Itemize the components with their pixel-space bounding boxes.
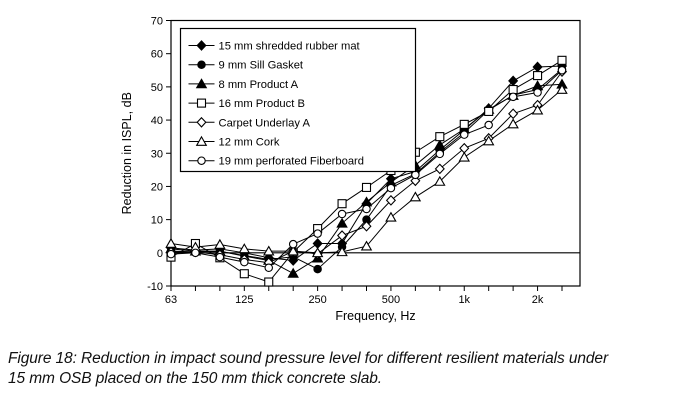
data-point-19-mm-perforated-fiberboard xyxy=(411,170,420,180)
data-point-19-mm-perforated-fiberboard xyxy=(313,229,322,238)
data-point-carpet-underlay-a xyxy=(410,175,421,187)
data-point-12-mm-cork xyxy=(531,104,544,115)
data-point-19-mm-perforated-fiberboard xyxy=(240,257,249,267)
legend-marker-9-mm-sill-gasket xyxy=(197,60,206,69)
caption-line-1: Figure 18: Reduction in impact sound pre… xyxy=(8,350,609,367)
data-point-carpet-underlay-a xyxy=(459,142,470,154)
data-point-12-mm-cork xyxy=(311,247,324,258)
data-point-12-mm-cork xyxy=(556,83,568,94)
data-point-carpet-underlay-a xyxy=(385,194,396,206)
data-point-15-mm-shredded-rubber-mat xyxy=(312,238,323,249)
data-point-12-mm-cork xyxy=(287,245,299,256)
data-point-19-mm-perforated-fiberboard xyxy=(191,248,200,258)
data-point-19-mm-perforated-fiberboard xyxy=(508,92,518,102)
y-axis-tick-label: 50 xyxy=(151,82,163,94)
legend-marker-15-mm-shredded-rubber-mat xyxy=(196,40,207,51)
legend-label-15-mm-shredded-rubber-mat: 15 mm shredded rubber mat xyxy=(219,41,361,53)
data-point-8-mm-product-a xyxy=(336,217,348,228)
data-point-9-mm-sill-gasket xyxy=(313,264,322,274)
data-point-19-mm-perforated-fiberboard xyxy=(459,130,469,139)
data-point-carpet-underlay-a xyxy=(361,220,372,232)
legend-marker-12-mm-cork xyxy=(195,135,208,146)
legend-box xyxy=(179,27,417,173)
chart-canvas: -10 0 10 20 30 40 50 60 70 63 125 250 500 1k 2k Frequen… xyxy=(120,16,581,323)
data-point-12-mm-cork xyxy=(482,135,495,146)
data-point-19-mm-perforated-fiberboard xyxy=(533,88,542,97)
data-point-12-mm-cork xyxy=(507,118,519,129)
y-axis-tick-label: -10 xyxy=(147,281,163,293)
data-point-carpet-underlay-a xyxy=(337,230,348,241)
data-point-16-mm-product-b xyxy=(557,55,567,65)
data-point-12-mm-cork xyxy=(336,246,348,257)
data-point-8-mm-product-a xyxy=(287,267,299,278)
x-axis-tick-label: 125 xyxy=(235,294,253,306)
legend-marker-19-mm-perforated-fiberboard xyxy=(197,156,206,165)
data-point-19-mm-perforated-fiberboard xyxy=(215,252,225,262)
data-point-carpet-underlay-a xyxy=(434,163,445,175)
legend-label-19-mm-perforated-fiberboard: 19 mm perforated Fiberboard xyxy=(219,156,365,168)
data-point-19-mm-perforated-fiberboard xyxy=(386,183,396,193)
y-axis-tick-label: 10 xyxy=(151,215,163,227)
legend-label-carpet-underlay-a: Carpet Underlay A xyxy=(219,117,311,129)
legend-marker-carpet-underlay-a xyxy=(196,116,207,128)
data-point-12-mm-cork xyxy=(214,238,226,249)
data-point-19-mm-perforated-fiberboard xyxy=(484,120,493,130)
ispl-reduction-chart: -10 0 10 20 30 40 50 60 70 63 125 250 500 1k 2k Frequen… xyxy=(120,16,581,323)
y-axis-title: Reduction in ISPL, dB xyxy=(120,92,134,214)
data-point-19-mm-perforated-fiberboard xyxy=(337,209,347,219)
data-point-12-mm-cork xyxy=(434,175,446,186)
data-point-16-mm-product-b xyxy=(435,132,445,142)
y-axis-tick-label: 60 xyxy=(151,49,163,61)
legend-label-12-mm-cork: 12 mm Cork xyxy=(219,137,280,149)
data-point-16-mm-product-b xyxy=(361,182,372,192)
legend-label-9-mm-sill-gasket: 9 mm Sill Gasket xyxy=(219,60,304,72)
data-point-15-mm-shredded-rubber-mat xyxy=(532,61,543,73)
data-point-16-mm-product-b xyxy=(533,71,543,81)
data-point-19-mm-perforated-fiberboard xyxy=(435,149,445,159)
data-point-19-mm-perforated-fiberboard xyxy=(288,239,298,249)
data-point-16-mm-product-b xyxy=(484,106,494,116)
figure-caption: Figure 18: Reduction in impact sound pre… xyxy=(8,349,684,389)
y-axis-tick-label: 70 xyxy=(151,16,163,28)
data-point-12-mm-cork xyxy=(360,240,373,251)
data-point-19-mm-perforated-fiberboard xyxy=(557,66,567,75)
data-point-12-mm-cork xyxy=(458,151,470,162)
data-point-12-mm-cork xyxy=(409,191,422,202)
data-point-16-mm-product-b xyxy=(264,277,274,287)
data-point-16-mm-product-b xyxy=(239,269,249,279)
x-axis-title: Frequency, Hz xyxy=(335,309,415,323)
data-point-19-mm-perforated-fiberboard xyxy=(264,263,273,272)
data-point-19-mm-perforated-fiberboard xyxy=(166,249,176,259)
caption-line-2: 15 mm OSB placed on the 150 mm thick con… xyxy=(8,370,382,387)
y-axis-tick-label: 40 xyxy=(151,115,163,127)
data-point-12-mm-cork xyxy=(238,243,251,254)
data-point-16-mm-product-b xyxy=(459,119,469,129)
x-axis-tick-label: 2k xyxy=(532,294,544,306)
data-point-12-mm-cork xyxy=(263,245,275,256)
x-axis-tick-label: 1k xyxy=(458,294,470,306)
data-point-16-mm-product-b xyxy=(508,84,518,95)
data-point-12-mm-cork xyxy=(385,211,397,222)
data-point-16-mm-product-b xyxy=(337,199,347,209)
y-axis-tick-label: 0 xyxy=(157,248,163,260)
y-axis-tick-label: 20 xyxy=(151,181,163,193)
x-axis-tick-label: 63 xyxy=(165,294,177,306)
y-axis-tick-label: 30 xyxy=(151,148,163,160)
legend-marker-16-mm-product-b xyxy=(196,98,207,108)
data-point-19-mm-perforated-fiberboard xyxy=(362,204,371,214)
legend-label-16-mm-product-b: 16 mm Product B xyxy=(219,98,305,110)
legend-marker-8-mm-product-a xyxy=(195,78,208,89)
data-point-8-mm-product-a xyxy=(434,139,446,150)
x-axis-tick-label: 250 xyxy=(308,294,326,306)
x-axis-tick-label: 500 xyxy=(382,294,400,306)
legend-label-8-mm-product-a: 8 mm Product A xyxy=(219,79,299,91)
data-point-12-mm-cork xyxy=(165,237,177,248)
